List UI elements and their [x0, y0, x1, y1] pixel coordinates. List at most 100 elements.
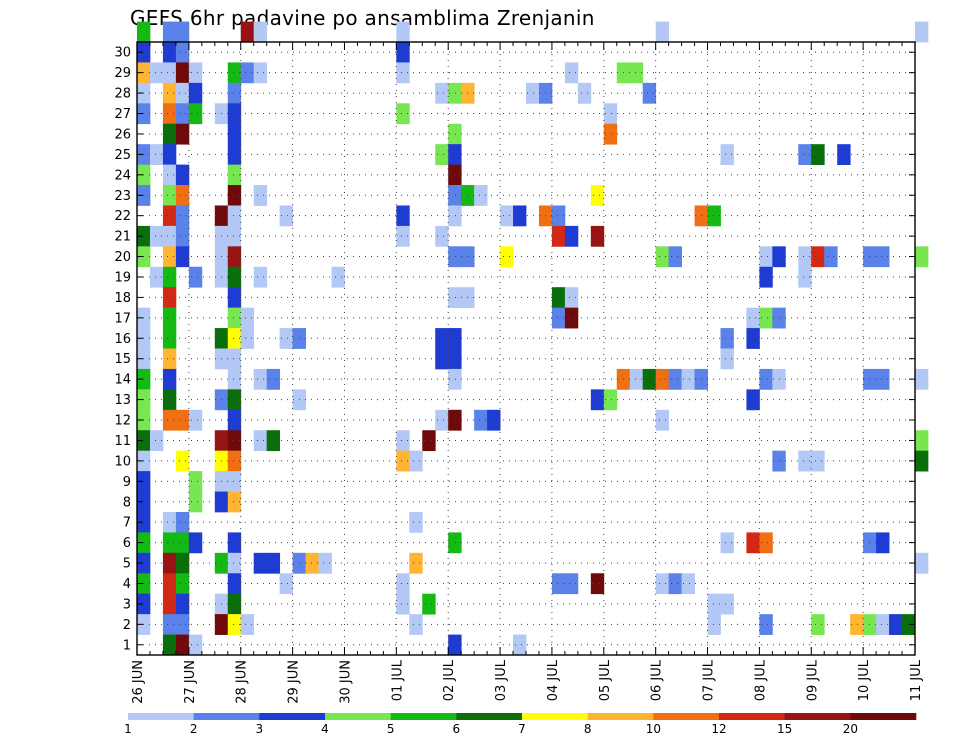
legend-label: 20 — [843, 722, 858, 736]
heatmap-cell — [175, 634, 190, 656]
heatmap-cell — [435, 328, 449, 349]
heatmap-cell — [175, 511, 190, 533]
heatmap-cell — [227, 471, 242, 492]
heatmap-cell — [279, 205, 293, 227]
y-tick-label: 20 — [114, 250, 131, 265]
heatmap-cell — [279, 328, 293, 349]
heatmap-cell — [162, 552, 177, 574]
heatmap-cell — [564, 307, 579, 329]
heatmap-cell — [396, 430, 410, 452]
grid-lines — [137, 42, 915, 655]
heatmap-cell — [551, 573, 566, 595]
heatmap-cell — [915, 368, 929, 390]
y-tick-label: 7 — [123, 516, 131, 531]
heatmap-cell — [162, 21, 177, 43]
heatmap-cell — [240, 614, 255, 635]
y-tick-label: 14 — [114, 373, 131, 388]
heatmap-cell — [162, 573, 177, 595]
heatmap-cell — [175, 614, 190, 635]
legend-swatch — [784, 713, 851, 720]
legend-label: 6 — [453, 722, 461, 736]
y-tick-label: 29 — [114, 66, 131, 81]
heatmap-cell — [175, 42, 190, 63]
heatmap-cell — [188, 491, 203, 513]
heatmap-cell — [448, 164, 462, 186]
x-tick-label: 05 JUL — [598, 659, 613, 701]
heatmap-cell — [162, 348, 177, 370]
heatmap-cell — [162, 614, 177, 635]
heatmap-cell — [564, 287, 579, 309]
heatmap-cell — [227, 266, 242, 288]
y-tick-label: 26 — [114, 127, 131, 142]
heatmap-cell — [396, 62, 410, 84]
legend-label: 8 — [584, 722, 592, 736]
heatmap-cell — [902, 614, 916, 635]
heatmap-cell — [564, 62, 579, 84]
heatmap-cell — [409, 450, 423, 472]
heatmap-cell — [162, 164, 177, 186]
heatmap-cell — [396, 573, 410, 595]
heatmap-cell — [655, 246, 670, 268]
heatmap-cell — [551, 307, 566, 329]
heatmap-cell — [396, 21, 410, 43]
heatmap-cell — [240, 328, 255, 349]
y-tick-label: 8 — [123, 495, 131, 510]
heatmap-cell — [876, 532, 890, 554]
heatmap-cell — [396, 593, 410, 615]
heatmap-cell — [876, 246, 890, 268]
heatmap-cell — [448, 185, 462, 206]
heatmap-cell — [448, 205, 462, 227]
heatmap-cell — [227, 614, 242, 635]
heatmap-cell — [227, 246, 242, 268]
heatmap-cell — [798, 266, 812, 288]
heatmap-cell — [162, 144, 177, 165]
heatmap-cell — [318, 552, 332, 574]
heatmap-cell — [162, 185, 177, 206]
y-tick-label: 30 — [114, 46, 131, 61]
heatmap-cell — [253, 185, 268, 206]
heatmap-cell — [448, 82, 462, 104]
y-tick-label: 19 — [114, 270, 131, 285]
legend-swatch — [456, 713, 523, 720]
heatmap-cell — [266, 552, 281, 574]
legend-swatch — [259, 713, 326, 720]
heatmap-cell — [149, 430, 164, 452]
heatmap-cell — [240, 62, 255, 84]
heatmap-cell — [162, 389, 177, 411]
heatmap-cell — [266, 368, 281, 390]
heatmap-cell — [175, 225, 190, 247]
heatmap-cell — [162, 532, 177, 554]
heatmap-cell — [915, 552, 929, 574]
heatmap-cell — [629, 368, 644, 390]
heatmap-cell — [759, 614, 773, 635]
heatmap-cell — [759, 266, 773, 288]
chart-title: GEFS 6hr padavine po ansamblima Zrenjani… — [130, 6, 595, 30]
heatmap-cell — [876, 368, 890, 390]
heatmap-cell — [188, 103, 203, 125]
y-tick-label: 12 — [114, 414, 131, 429]
heatmap-cell — [435, 144, 449, 165]
heatmap-cell — [720, 532, 734, 554]
heatmap-cell — [526, 82, 540, 104]
heatmap-cell — [720, 144, 734, 165]
heatmap-cell — [448, 368, 462, 390]
y-tick-label: 22 — [114, 209, 131, 224]
heatmap-cell — [642, 368, 657, 390]
heatmap-cell — [590, 573, 605, 595]
x-tick-label: 01 JUL — [390, 659, 405, 701]
heatmap-cell — [590, 185, 605, 206]
heatmap-cell — [603, 389, 618, 411]
heatmap-cell — [175, 552, 190, 574]
heatmap-cell — [162, 123, 177, 145]
legend-swatch — [522, 713, 588, 720]
legend-swatch — [653, 713, 720, 720]
heatmap-cell — [149, 144, 164, 165]
heatmap-cell — [188, 266, 203, 288]
heatmap-cell — [590, 225, 605, 247]
heatmap-cell — [448, 328, 462, 349]
heatmap-cell — [668, 368, 682, 390]
heatmap-cell — [811, 144, 825, 165]
heatmap-cell — [915, 246, 929, 268]
heatmap-cell — [227, 205, 242, 227]
heatmap-cell — [759, 246, 773, 268]
